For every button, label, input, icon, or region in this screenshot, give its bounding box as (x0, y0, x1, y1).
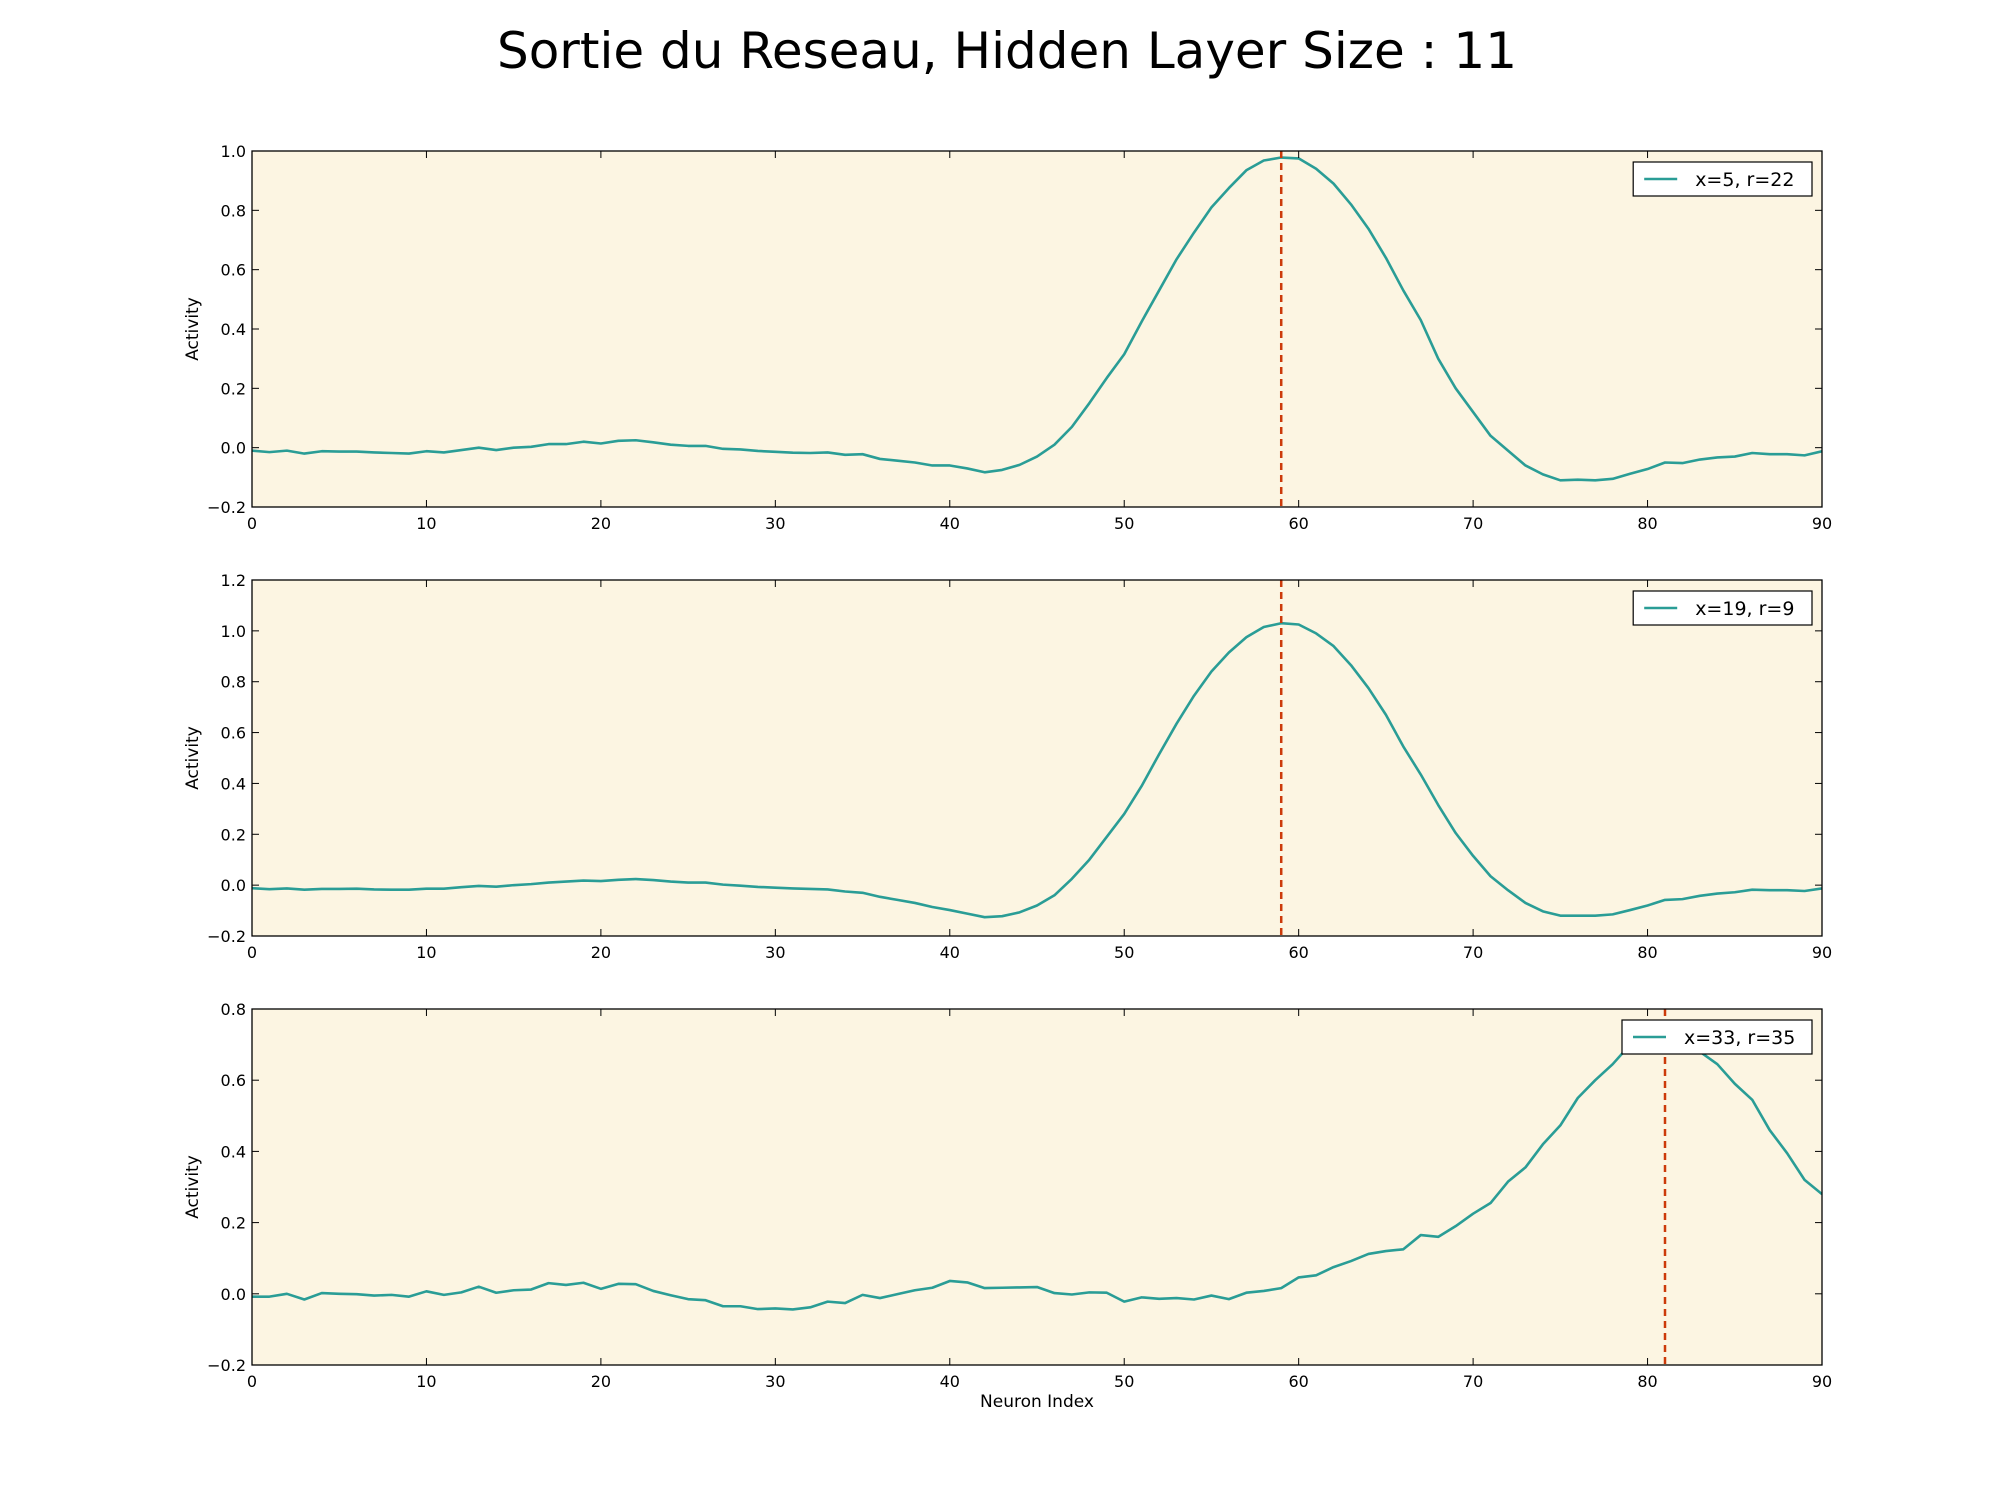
x-tick-label: 50 (1114, 1372, 1134, 1391)
x-tick-label: 20 (591, 943, 611, 962)
y-tick-label: −0.2 (207, 1356, 246, 1375)
y-tick-label: −0.2 (207, 498, 246, 517)
y-tick-label: 0.0 (221, 876, 246, 895)
y-tick-label: −0.2 (207, 927, 246, 946)
x-axis-label: Neuron Index (980, 1392, 1094, 1412)
y-axis-label: Activity (183, 726, 203, 790)
y-tick-label: 0.2 (221, 1214, 246, 1233)
legend: x=5, r=22 (1632, 161, 1813, 197)
axes-frame (251, 1008, 1823, 1366)
y-tick-label: 0.6 (221, 724, 246, 743)
plot-area (252, 1009, 1822, 1365)
x-tick-label: 80 (1637, 514, 1657, 533)
x-tick-label: 10 (416, 1372, 436, 1391)
x-tick-label: 90 (1812, 943, 1832, 962)
x-tick-label: 80 (1637, 1372, 1657, 1391)
x-tick-label: 60 (1288, 514, 1308, 533)
x-tick-label: 0 (247, 1372, 257, 1391)
data-layer (252, 1009, 1822, 1365)
y-tick-label: 1.2 (221, 571, 246, 590)
x-tick-label: 70 (1463, 943, 1483, 962)
y-tick-label: 0.4 (221, 774, 246, 793)
axes-frame (251, 579, 1823, 937)
plot-area (252, 580, 1822, 936)
x-tick-label: 20 (591, 514, 611, 533)
x-tick-label: 70 (1463, 514, 1483, 533)
data-layer (252, 580, 1822, 936)
x-tick-label: 30 (765, 1372, 785, 1391)
y-axis-label: Activity (183, 1155, 203, 1219)
x-tick-label: 50 (1114, 514, 1134, 533)
x-tick-label: 80 (1637, 943, 1657, 962)
x-tick-label: 30 (765, 514, 785, 533)
x-tick-label: 10 (416, 943, 436, 962)
legend-box (1632, 590, 1813, 626)
x-tick-label: 90 (1812, 514, 1832, 533)
y-tick-label: 1.0 (221, 142, 246, 161)
x-tick-label: 40 (940, 1372, 960, 1391)
x-tick-label: 40 (940, 943, 960, 962)
x-tick-label: 50 (1114, 943, 1134, 962)
x-tick-label: 30 (765, 943, 785, 962)
y-tick-label: 0.2 (221, 379, 246, 398)
x-tick-label: 0 (247, 943, 257, 962)
y-tick-label: 1.0 (221, 622, 246, 641)
y-tick-label: 0.6 (221, 1071, 246, 1090)
plot-area (252, 151, 1822, 507)
y-tick-label: 0.8 (221, 673, 246, 692)
legend: x=19, r=9 (1632, 590, 1813, 626)
legend-label: x=33, r=35 (1684, 1027, 1795, 1049)
x-tick-label: 0 (247, 514, 257, 533)
y-tick-label: 0.4 (221, 320, 246, 339)
x-tick-label: 20 (591, 1372, 611, 1391)
x-tick-label: 10 (416, 514, 436, 533)
x-tick-label: 60 (1288, 1372, 1308, 1391)
x-tick-label: 70 (1463, 1372, 1483, 1391)
y-tick-label: 0.8 (221, 201, 246, 220)
subplots: 0 10 20 30 40 50 60 70 80 90 −0.2 0.0 0.2 0.4 0.6 0.8 1.… (183, 142, 1832, 1412)
data-layer (252, 151, 1822, 507)
series-line-1 (252, 156, 1822, 482)
series-line-1 (252, 1036, 1822, 1311)
series-line-1 (252, 621, 1822, 919)
y-tick-label: 0.0 (221, 439, 246, 458)
subplot-2: 0 10 20 30 40 50 60 70 80 90 −0.2 0.0 0.2 0.4 0.6 0.8 1.… (183, 571, 1832, 962)
y-tick-label: 0.4 (221, 1142, 246, 1161)
subplot-1: 0 10 20 30 40 50 60 70 80 90 −0.2 0.0 0.2 0.4 0.6 0.8 1.… (183, 142, 1832, 533)
legend-label: x=5, r=22 (1695, 169, 1794, 191)
y-tick-label: 0.6 (221, 261, 246, 280)
y-tick-label: 0.2 (221, 825, 246, 844)
subplot-3: 0 10 20 30 40 50 60 70 80 90 −0.2 0.0 0.2 0.4 0.6 0.8 Ac… (183, 1000, 1832, 1412)
x-tick-label: 60 (1288, 943, 1308, 962)
figure-title: Sortie du Reseau, Hidden Layer Size : 11 (497, 22, 1517, 80)
y-tick-label: 0.8 (221, 1000, 246, 1019)
y-axis-label: Activity (183, 297, 203, 361)
y-tick-label: 0.0 (221, 1285, 246, 1304)
legend-label: x=19, r=9 (1695, 598, 1794, 620)
legend: x=33, r=35 (1621, 1019, 1813, 1055)
x-tick-label: 40 (940, 514, 960, 533)
x-tick-label: 90 (1812, 1372, 1832, 1391)
